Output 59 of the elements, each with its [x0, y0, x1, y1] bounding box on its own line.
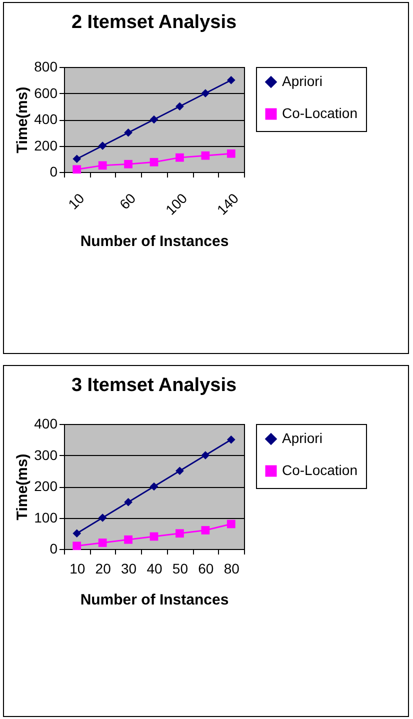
point	[226, 76, 236, 84]
y-tick-label: 0	[50, 540, 58, 556]
y-tick-label: 300	[34, 446, 58, 463]
point	[150, 158, 158, 166]
y-tick-label: 400	[34, 111, 58, 127]
point	[176, 153, 184, 162]
x-tick-label: 140	[214, 190, 242, 218]
x-tick-label: 30	[120, 560, 137, 576]
point	[72, 154, 82, 164]
point	[150, 115, 158, 124]
y-axis-title: Time(ms)	[14, 454, 32, 520]
point	[98, 161, 107, 170]
point	[176, 102, 184, 111]
point	[150, 532, 158, 541]
y-tick-label: 400	[34, 416, 58, 432]
x-tick-label: 60	[116, 190, 139, 212]
y-tick-label: 100	[34, 509, 58, 526]
point	[201, 526, 210, 534]
x-tick-label: 80	[224, 560, 240, 576]
point	[124, 160, 132, 168]
x-tick-label: 40	[146, 560, 162, 576]
y-axis-title: Time(ms)	[14, 86, 32, 154]
point	[176, 466, 184, 476]
chart-title: 2 Itemset Analysis	[71, 12, 237, 33]
x-tick-label: 50	[172, 560, 188, 576]
point	[124, 128, 132, 137]
y-tick-label: 0	[50, 164, 58, 180]
x-tick-label: 20	[95, 560, 112, 576]
point	[201, 151, 210, 160]
x-axis-title: Number of Instances	[80, 592, 229, 608]
point	[98, 514, 107, 522]
point	[176, 529, 184, 538]
x-tick-label: 60	[198, 560, 214, 576]
y-tick-label: 600	[34, 84, 58, 101]
point	[98, 142, 107, 150]
x-tick-label: 100	[162, 190, 190, 218]
point	[124, 535, 132, 544]
point	[72, 165, 82, 174]
x-axis-title: Number of Instances	[80, 232, 229, 250]
point	[72, 542, 82, 550]
x-tick-label: 10	[70, 560, 86, 576]
point	[201, 89, 210, 98]
y-tick-label: 800	[34, 58, 58, 74]
legend-label: Apriori	[282, 73, 322, 89]
point	[226, 149, 236, 158]
legend-label: Apriori	[282, 430, 322, 446]
y-tick-label: 200	[34, 137, 58, 154]
legend-label: Co-Location	[282, 462, 358, 478]
legend-label: Co-Location	[282, 105, 358, 121]
point	[226, 520, 236, 528]
point	[150, 482, 158, 491]
point	[226, 435, 236, 444]
y-tick-label: 200	[34, 478, 58, 494]
point	[72, 529, 82, 538]
x-tick-label: 10	[64, 190, 88, 212]
point	[124, 498, 132, 506]
point	[201, 451, 210, 460]
point	[98, 538, 107, 547]
chart-title: 3 Itemset Analysis	[71, 375, 237, 396]
